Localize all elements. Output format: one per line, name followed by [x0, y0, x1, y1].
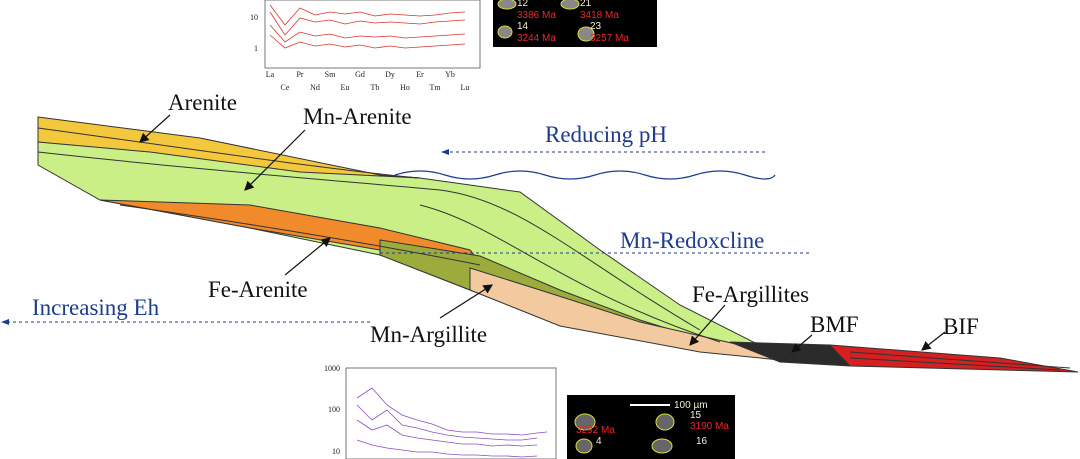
bottom-ree-plot: 1000 100 10 [324, 364, 557, 459]
zircon-id: 15 [690, 410, 702, 421]
x-label: Tb [371, 83, 380, 92]
top-ree-plot: 10 1 [250, 0, 481, 69]
zircon-age: 3244 Ma [517, 33, 556, 44]
plot-frame [264, 0, 481, 69]
y-label: 10 [332, 447, 340, 456]
x-label: Sm [325, 70, 336, 79]
pointer [244, 129, 306, 191]
y-label: 100 [328, 405, 340, 414]
zircon-age: 3292 Ma [576, 425, 615, 436]
label: BMF [810, 312, 859, 337]
label: Fe-Arenite [208, 277, 308, 302]
x-label: Gd [355, 70, 365, 79]
x-label: Ho [400, 83, 410, 92]
strata-lines [37, 127, 1071, 371]
strata-wedge [37, 116, 1079, 373]
pointer [791, 334, 813, 353]
ree-lines [356, 387, 548, 458]
zircon-id: 16 [696, 436, 708, 447]
pointer [284, 237, 331, 276]
pointer [139, 114, 171, 143]
x-label: Ce [281, 83, 290, 92]
zircon-id: 12 [517, 0, 529, 9]
zircon-grains [497, 0, 595, 42]
bif-layer [828, 344, 1079, 373]
x-label: Tm [429, 83, 441, 92]
label: Mn-Redoxcline [620, 228, 764, 253]
plot-frame [345, 367, 557, 459]
label: Reducing pH [545, 122, 667, 147]
label: Mn-Argillite [370, 322, 487, 347]
zircon-id: 14 [517, 21, 529, 32]
yellow-layer [37, 116, 421, 179]
zircon-grains [574, 413, 675, 454]
y-label: 1 [254, 44, 258, 53]
water-surface [394, 170, 776, 180]
pointer [439, 284, 494, 319]
scale-label: 100 µm [674, 400, 708, 411]
x-label: Pr [296, 70, 303, 79]
label: Fe-Argillites [692, 282, 809, 307]
zircon-id: 4 [596, 436, 602, 447]
zircon-id: 21 [580, 0, 592, 9]
x-label: Lu [461, 83, 470, 92]
label: Increasing Eh [32, 295, 160, 320]
x-label: Dy [385, 70, 395, 79]
y-label: 1000 [324, 364, 340, 373]
x-label: Eu [341, 83, 350, 92]
zircon-id: 23 [590, 21, 602, 32]
zircon-age: 3190 Ma [690, 421, 729, 432]
label: Arenite [168, 90, 237, 115]
zircon-age: 3257 Ma [590, 33, 629, 44]
x-label: Nd [310, 83, 320, 92]
x-label: La [266, 70, 275, 79]
x-label: Yb [445, 70, 455, 79]
ree-lines [269, 4, 466, 49]
y-label: 10 [250, 13, 258, 22]
label: Mn-Arenite [303, 104, 412, 129]
label: BIF [943, 314, 979, 339]
x-label: Er [416, 70, 424, 79]
pointer [921, 331, 946, 351]
pointer [689, 304, 726, 346]
zircon-age: 3386 Ma [517, 10, 556, 21]
zircon-age: 3418 Ma [580, 10, 619, 21]
